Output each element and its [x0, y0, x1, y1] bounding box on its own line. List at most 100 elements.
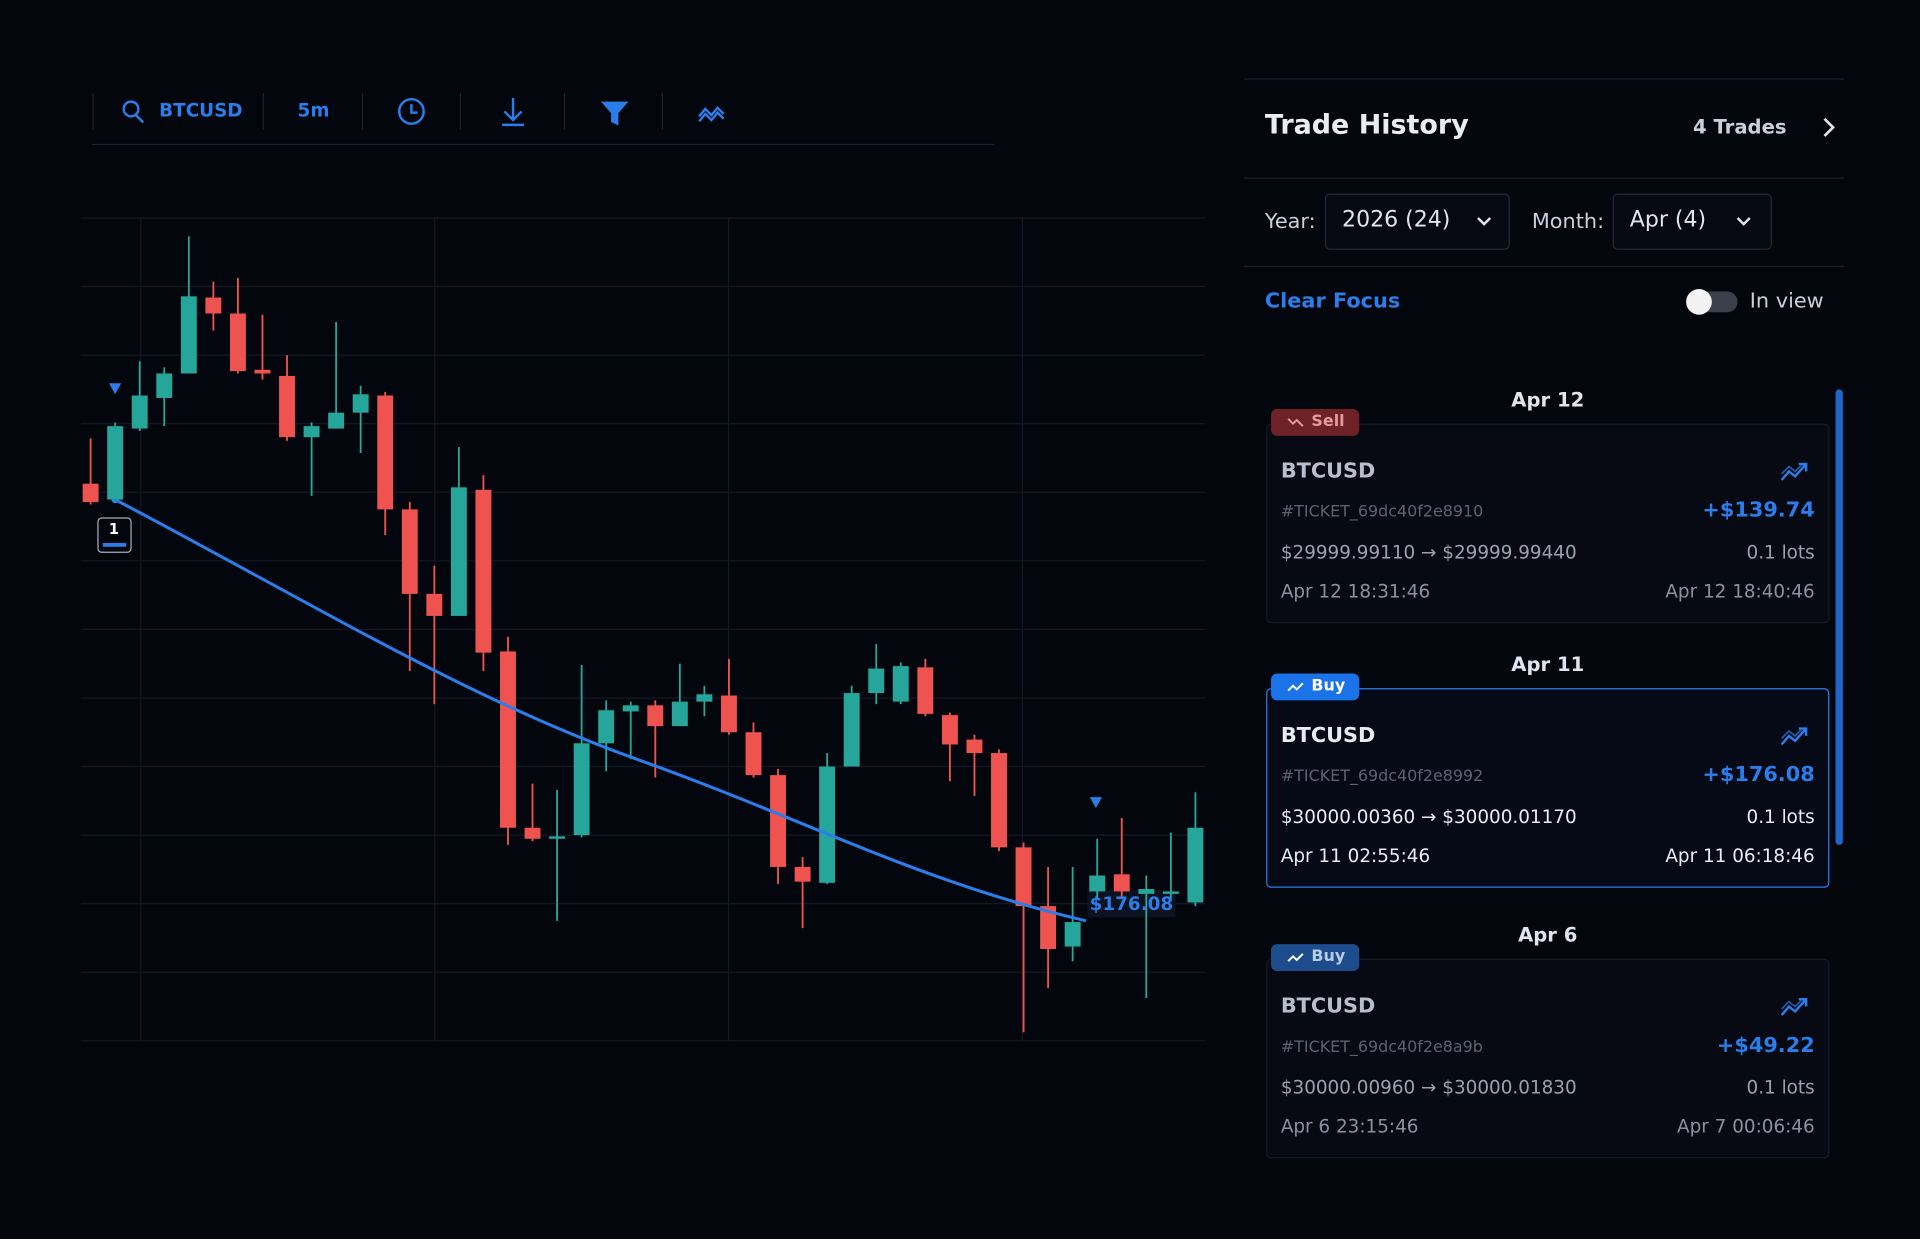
pnl: +$49.22 — [1716, 1033, 1815, 1058]
candle-body — [696, 694, 713, 702]
entry-marker — [108, 383, 122, 395]
close-time: Apr 12 18:40:46 — [1665, 580, 1815, 603]
candle-body — [991, 753, 1007, 848]
candle-body — [1187, 827, 1204, 903]
close-time: Apr 11 06:18:46 — [1665, 844, 1815, 867]
candle-body — [1089, 875, 1106, 892]
chart-focus-icon[interactable] — [1779, 724, 1811, 748]
candle-body — [892, 666, 909, 702]
symbol-button[interactable]: BTCUSD — [159, 100, 242, 121]
side-badge: Sell — [1271, 408, 1360, 436]
candle-body — [868, 668, 885, 694]
entry-marker — [1089, 797, 1103, 809]
candle-body — [1015, 847, 1032, 907]
candle-body — [843, 693, 860, 767]
open-time: Apr 12 18:31:46 — [1280, 580, 1431, 603]
candle-body — [82, 483, 99, 503]
candle-body — [254, 369, 271, 374]
close-time: Apr 7 00:06:46 — [1677, 1115, 1815, 1138]
divider — [1244, 177, 1845, 179]
expand-chevron[interactable] — [1820, 116, 1840, 138]
candle-body — [156, 373, 173, 398]
position-label: $176.08 — [1090, 894, 1174, 915]
side-label: Buy — [1311, 677, 1346, 696]
trade-line — [114, 498, 1087, 923]
download-icon[interactable] — [502, 97, 525, 127]
candle-body — [450, 487, 467, 616]
candle-body — [500, 651, 516, 828]
candle-body — [647, 705, 664, 727]
candle-body — [819, 766, 836, 883]
clear-focus[interactable]: Clear Focus — [1264, 288, 1401, 314]
year-select[interactable]: 2026 (24) — [1324, 193, 1510, 250]
candle-body — [917, 667, 934, 714]
prices: $30000.00960 → $30000.01830 — [1280, 1076, 1577, 1099]
side-badge: Buy — [1271, 944, 1360, 972]
candle-body — [303, 426, 320, 438]
position-label-bg — [1087, 890, 1176, 918]
candle-body — [328, 412, 345, 429]
side-label: Buy — [1311, 947, 1346, 967]
year-label: Year: — [1264, 209, 1316, 234]
candle-body — [524, 827, 541, 839]
year-value: 2026 (24) — [1342, 206, 1451, 233]
divider — [1244, 265, 1845, 267]
clock-icon[interactable] — [397, 97, 425, 125]
candle-body — [426, 593, 443, 616]
candle-body — [229, 313, 246, 372]
side-badge: Buy — [1271, 673, 1360, 701]
candle-body — [941, 715, 958, 745]
candle-body — [180, 296, 197, 374]
candle-body — [1064, 922, 1081, 947]
candle-body — [770, 775, 787, 867]
candle-body — [131, 395, 148, 429]
trade-card[interactable] — [1266, 423, 1830, 624]
chart-focus-icon[interactable] — [1779, 994, 1811, 1018]
search-icon[interactable] — [122, 100, 140, 118]
scrollbar[interactable] — [1835, 389, 1843, 845]
open-time: Apr 6 23:15:46 — [1280, 1115, 1419, 1138]
candle-body — [377, 395, 394, 510]
divider — [1244, 78, 1845, 80]
candle-body — [598, 710, 615, 744]
open-time: Apr 11 02:55:46 — [1280, 844, 1431, 867]
lots: 0.1 lots — [1746, 541, 1815, 564]
candle-body — [622, 705, 639, 712]
marker-label: 1 — [109, 521, 119, 538]
trade-card[interactable] — [1266, 958, 1830, 1159]
candle-body — [475, 489, 492, 653]
candle-body — [352, 394, 369, 413]
candle-body — [573, 743, 590, 836]
month-select[interactable]: Apr (4) — [1612, 193, 1772, 250]
candle-body — [966, 739, 983, 754]
month-label: Month: — [1531, 209, 1605, 234]
date-header: Apr 6 — [1518, 923, 1578, 947]
candle-body — [549, 836, 566, 839]
indicator-icon[interactable] — [698, 105, 725, 123]
trade-card[interactable] — [1266, 688, 1830, 888]
ticket-id: #TICKET_69dc40f2e8910 — [1280, 503, 1484, 522]
candle-body — [1113, 874, 1130, 892]
trade-count: 4 Trades — [1693, 115, 1787, 139]
ticket-id: #TICKET_69dc40f2e8a9b — [1280, 1038, 1483, 1057]
filter-icon[interactable] — [600, 101, 629, 126]
prices: $30000.00360 → $30000.01170 — [1280, 805, 1577, 828]
side-icon — [1287, 682, 1304, 692]
side-icon — [1287, 953, 1304, 962]
candle-body — [1040, 906, 1057, 949]
date-header: Apr 12 — [1511, 388, 1585, 412]
candle-body — [279, 375, 295, 438]
month-value: Apr (4) — [1629, 206, 1707, 233]
side-icon — [1287, 418, 1304, 427]
interval-button[interactable]: 5m — [298, 100, 330, 121]
toggle[interactable] — [1686, 288, 1738, 315]
candle-body — [1138, 888, 1155, 894]
date-header: Apr 11 — [1511, 652, 1585, 676]
pnl: +$176.08 — [1702, 762, 1815, 788]
chart-focus-icon[interactable] — [1779, 459, 1811, 483]
candle-body — [794, 866, 811, 882]
side-label: Sell — [1311, 412, 1345, 432]
panel-title: Trade History — [1264, 110, 1469, 141]
pnl: +$139.74 — [1702, 498, 1815, 523]
